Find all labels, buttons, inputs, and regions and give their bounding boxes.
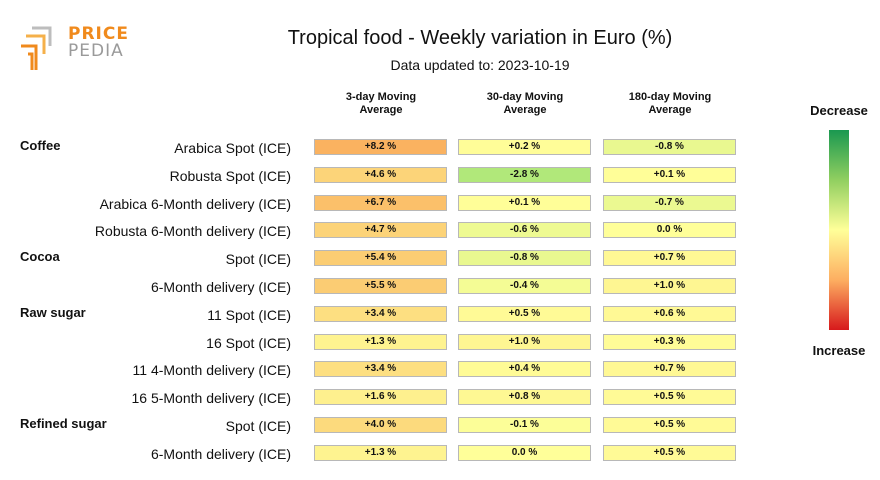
value-cell: -0.6 %	[458, 222, 591, 239]
value-cell: +0.6 %	[603, 305, 736, 322]
value-cell: +5.4 %	[314, 250, 447, 267]
value-cell: +4.0 %	[314, 417, 447, 433]
group-label: Refined sugar	[20, 416, 107, 431]
value-cell: +6.7 %	[314, 194, 447, 211]
scale-bottom-label: Increase	[812, 343, 866, 358]
chart-subtitle: Data updated to: 2023-10-19	[390, 57, 570, 73]
logo-word-price: PRICE	[68, 24, 129, 44]
value-cell: +8.2 %	[314, 139, 447, 155]
column-header-2: 180-day Moving Average	[600, 91, 740, 117]
value-cell: +3.4 %	[314, 305, 447, 322]
value-cell: +0.5 %	[603, 444, 736, 461]
value-cell: +1.3 %	[314, 444, 447, 461]
row-label: Arabica 6-Month delivery (ICE)	[99, 195, 291, 212]
value-cell: +0.5 %	[603, 389, 736, 406]
value-cell: +1.3 %	[314, 333, 447, 350]
row-label: Robusta Spot (ICE)	[169, 167, 291, 184]
column-header-line: Average	[503, 104, 547, 116]
chart-title: Tropical food - Weekly variation in Euro…	[287, 27, 673, 49]
value-cell: +4.6 %	[314, 166, 447, 183]
row-label: Arabica Spot (ICE)	[174, 140, 291, 156]
value-cell: +1.6 %	[314, 389, 447, 406]
value-cell: +0.5 %	[458, 305, 591, 322]
group-label: Coffee	[20, 138, 61, 153]
value-cell: +0.8 %	[458, 389, 591, 406]
row-label: Robusta 6-Month delivery (ICE)	[94, 223, 291, 240]
value-cell: +0.7 %	[603, 361, 736, 378]
value-cell: +0.1 %	[603, 166, 736, 183]
value-cell: +3.4 %	[314, 361, 447, 378]
column-header-line: Average	[359, 104, 403, 116]
color-scale-bar	[829, 130, 849, 330]
row-label: 16 Spot (ICE)	[206, 334, 291, 351]
row-label: 6-Month delivery (ICE)	[150, 279, 291, 295]
column-header-0: 3-day Moving Average	[311, 91, 451, 117]
value-cell: +0.4 %	[458, 361, 591, 378]
row-label: 6-Month delivery (ICE)	[150, 445, 291, 462]
row-label: 16 5-Month delivery (ICE)	[131, 390, 291, 407]
column-header-line: 3-day Moving	[345, 91, 417, 103]
column-header-line: 180-day Moving	[628, 91, 712, 103]
value-cell: +0.3 %	[603, 333, 736, 350]
value-cell: +0.5 %	[603, 417, 736, 433]
row-label: 11 Spot (ICE)	[207, 306, 291, 323]
value-cell: -2.8 %	[458, 166, 591, 183]
logo-mark-icon	[21, 26, 52, 70]
logo-word-pedia: PEDIA	[68, 41, 124, 61]
value-cell: -0.7 %	[603, 194, 736, 211]
value-cell: +4.7 %	[314, 222, 447, 239]
value-cell: -0.1 %	[458, 417, 591, 433]
column-header-line: 30-day Moving	[486, 91, 564, 103]
row-label: 11 4-Month delivery (ICE)	[132, 362, 291, 379]
value-cell: -0.4 %	[458, 278, 591, 294]
value-cell: +5.5 %	[314, 278, 447, 294]
value-cell: +0.1 %	[458, 194, 591, 211]
value-cell: 0.0 %	[458, 444, 591, 461]
row-label: Spot (ICE)	[225, 418, 291, 434]
group-label: Raw sugar	[20, 304, 86, 320]
value-cell: -0.8 %	[458, 250, 591, 267]
value-cell: +1.0 %	[458, 333, 591, 350]
value-cell: +1.0 %	[603, 278, 736, 294]
pricepedia-logo: PRICE PEDIA	[20, 24, 130, 74]
value-cell: +0.2 %	[458, 139, 591, 155]
value-cell: +0.7 %	[603, 250, 736, 267]
group-label: Cocoa	[20, 249, 60, 265]
value-cell: 0.0 %	[603, 222, 736, 239]
column-header-1: 30-day Moving Average	[455, 91, 595, 117]
scale-top-label: Decrease	[810, 103, 868, 118]
column-header-line: Average	[648, 104, 692, 116]
row-label: Spot (ICE)	[225, 251, 291, 268]
value-cell: -0.8 %	[603, 139, 736, 155]
